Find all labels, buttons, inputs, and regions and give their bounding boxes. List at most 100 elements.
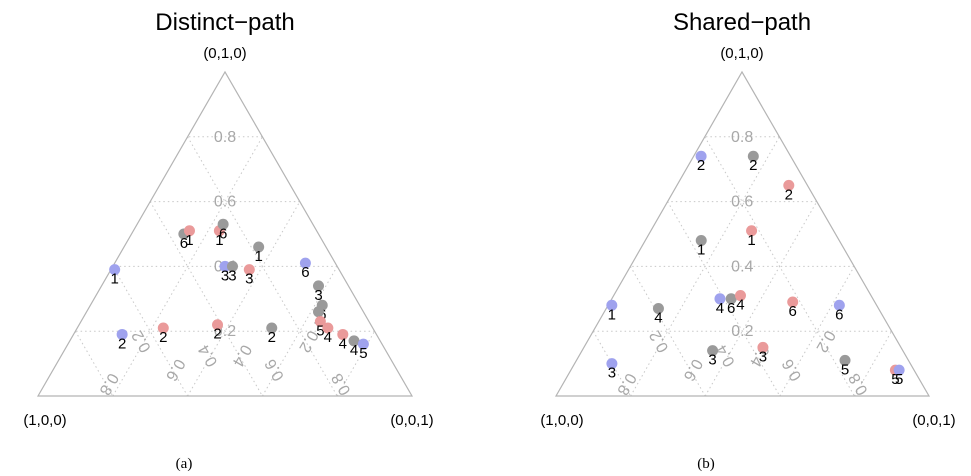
data-point-label: 6 (219, 225, 227, 242)
data-point-gray (747, 150, 759, 162)
tick-label-c: 0.2 (646, 327, 672, 355)
vertex-label-left: (1,0,0) (23, 412, 66, 429)
data-point-blue (357, 338, 369, 350)
data-point-label: 2 (749, 157, 757, 174)
data-point-label: 1 (185, 232, 193, 249)
tick-label-b: 0.6 (731, 194, 753, 211)
data-point-blue (116, 328, 128, 340)
data-point-label: 6 (180, 235, 188, 252)
grid-line (667, 201, 781, 397)
triangle-frame (36, 70, 414, 397)
data-point-label: 6 (301, 264, 309, 281)
data-point-red (783, 179, 795, 191)
vertex-label-left: (1,0,0) (540, 412, 583, 429)
data-point-label: 5 (841, 361, 849, 378)
data-point-label: 4 (339, 335, 347, 352)
data-point-red (157, 322, 169, 334)
data-point-label: 6 (789, 303, 797, 320)
data-point-label: 1 (110, 271, 118, 288)
data-point-red (734, 290, 746, 302)
grid-line (704, 201, 818, 397)
data-point-label: 5 (316, 322, 324, 339)
tick-label-b: 0.4 (731, 258, 753, 275)
vertex-label-top: (0,1,0) (720, 45, 763, 62)
data-point-label: 5 (891, 371, 899, 388)
tick-label-a: 0.2 (812, 327, 838, 355)
tick-label-c: 0.6 (262, 356, 288, 384)
data-point-gray (313, 306, 324, 318)
data-point-label: 5 (359, 345, 367, 362)
data-point-label: 6 (727, 300, 735, 317)
data-point-label: 3 (759, 348, 767, 365)
data-point-label: 4 (324, 329, 332, 346)
tick-label-a: 0.8 (95, 370, 121, 398)
tick-label-c: 0.8 (846, 370, 872, 398)
tick-label-b: 0.2 (731, 323, 753, 340)
data-point-label: 3 (221, 267, 229, 284)
tick-label-a: 0.6 (162, 356, 188, 384)
data-point-blue (833, 299, 845, 311)
vertex-label-top: (0,1,0) (203, 45, 246, 62)
data-point-gray (313, 280, 324, 292)
data-point-red (787, 296, 799, 308)
data-point-label: 6 (835, 306, 843, 323)
data-point-blue (695, 150, 707, 162)
tick-label-a: 0.6 (680, 356, 706, 384)
data-point-red (337, 328, 349, 340)
grid-line (187, 201, 301, 397)
grid-line (74, 330, 114, 397)
chart-title: Distinct−path (155, 9, 294, 36)
data-point-label: 3 (245, 271, 253, 288)
triangle-frame (554, 70, 931, 397)
data-point-label: 3 (608, 365, 616, 382)
panel-caption: (a) (176, 456, 193, 472)
data-point-red (243, 264, 255, 276)
data-point-label: 3 (228, 267, 236, 284)
data-point-gray (652, 303, 664, 315)
data-point-label: 2 (118, 335, 126, 352)
data-point-blue (606, 299, 618, 311)
data-point-label: 3 (314, 287, 322, 304)
tick-label-b: 0.6 (214, 194, 236, 211)
vertex-label-right: (0,0,1) (912, 412, 955, 429)
data-point-red (322, 322, 334, 334)
data-point-gray (226, 260, 238, 272)
data-point-red (212, 319, 224, 331)
chart-title: Shared−path (673, 9, 811, 36)
data-point-gray (217, 218, 229, 230)
data-point-gray (348, 335, 360, 347)
data-point-label: 2 (159, 329, 167, 346)
tick-label-c: 0.4 (713, 342, 739, 370)
data-point-label: 4 (350, 342, 358, 359)
data-point-label: 2 (268, 329, 276, 346)
tick-label-a: 0.8 (613, 370, 639, 398)
ternary-chart-shared-path: Shared−path (0,1,0) (1,0,0) (0,0,1) (b) … (540, 9, 955, 472)
grid-line (149, 201, 263, 397)
tick-label-c: 0.6 (779, 356, 805, 384)
vertex-label-right: (0,0,1) (390, 412, 433, 429)
data-point-label: 4 (654, 310, 662, 327)
panel-caption: (b) (697, 456, 715, 472)
data-point-gray (707, 345, 719, 357)
data-point-gray (695, 234, 707, 246)
grid-line (853, 330, 893, 397)
data-point-label: 1 (697, 241, 705, 258)
tick-label-c: 0.8 (329, 370, 355, 398)
grid-line (336, 330, 376, 397)
data-point-label: 2 (785, 186, 793, 203)
data-point-label: 2 (213, 326, 221, 343)
data-point-blue (714, 293, 726, 305)
data-point-red (757, 341, 769, 353)
tick-label-c: 0.4 (195, 342, 221, 370)
data-point-blue (109, 264, 121, 276)
tick-label-b: 0.8 (214, 129, 236, 146)
data-point-label: 1 (254, 248, 262, 265)
data-point-label: 4 (716, 300, 724, 317)
data-point-gray (839, 354, 851, 366)
data-point-label: 1 (747, 232, 755, 249)
data-point-gray (725, 293, 737, 305)
ternary-chart-distinct-path: Distinct−path (0,1,0) (1,0,0) (0,0,1) (a… (23, 9, 433, 472)
data-point-label: 2 (697, 157, 705, 174)
data-point-gray (266, 322, 278, 334)
